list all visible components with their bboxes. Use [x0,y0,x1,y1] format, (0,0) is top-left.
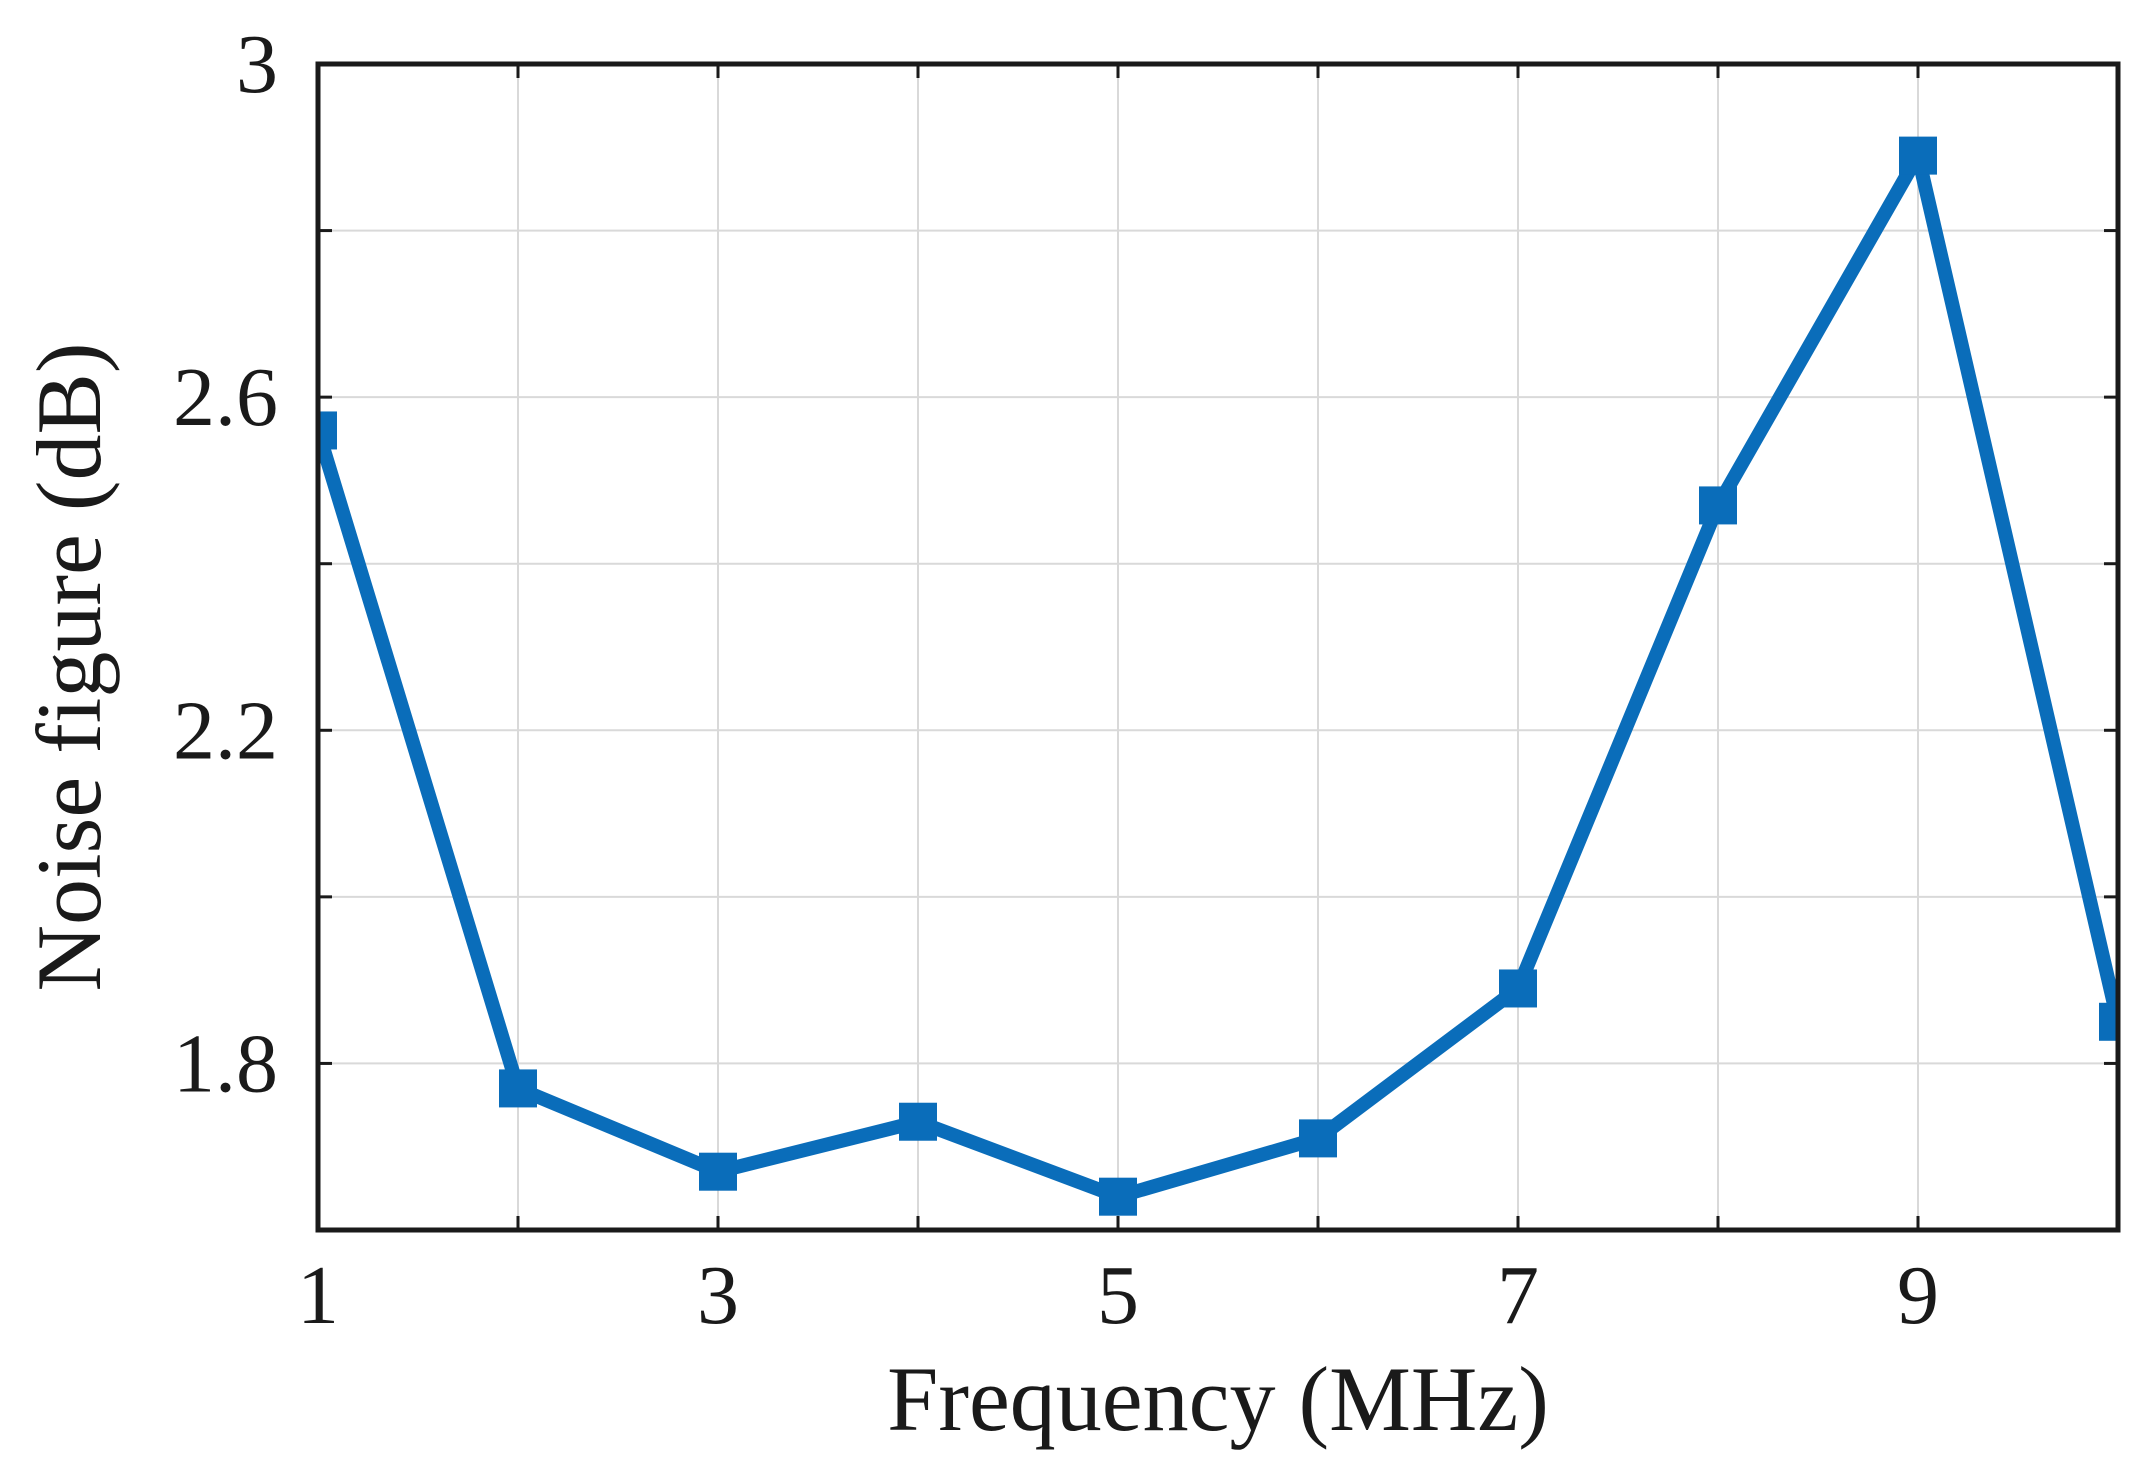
y-tick-label: 2.2 [173,684,278,777]
data-point-marker [1499,969,1537,1008]
y-tick-label: 1.8 [173,1017,278,1110]
data-point-marker [499,1069,537,1108]
data-point-marker [899,1102,937,1141]
y-tick-label: 2.6 [173,351,278,444]
data-point-marker [1299,1119,1337,1158]
series [318,136,2118,1216]
x-tick-label: 3 [697,1249,739,1342]
data-point-marker [1899,136,1937,175]
y-axis-label: Noise figure (dB) [18,343,120,992]
series-line [318,148,2118,1204]
x-tick-label: 7 [1497,1249,1539,1342]
data-point-marker [699,1152,737,1191]
y-tick-labels: 1.8 2.2 2.6 3 [173,18,278,1110]
x-tick-labels: 1 3 5 7 9 [297,1249,1939,1342]
y-tick-label: 3 [236,18,278,111]
data-point-marker [318,411,337,450]
x-tick-label: 9 [1897,1249,1939,1342]
data-point-marker [1699,486,1737,525]
x-tick-label: 5 [1097,1249,1139,1342]
data-point-marker [2099,1002,2118,1041]
plot-frame [315,61,2121,1233]
data-point-marker [1099,1177,1137,1216]
x-axis-label: Frequency (MHz) [887,1348,1549,1450]
x-tick-label: 1 [297,1249,339,1342]
